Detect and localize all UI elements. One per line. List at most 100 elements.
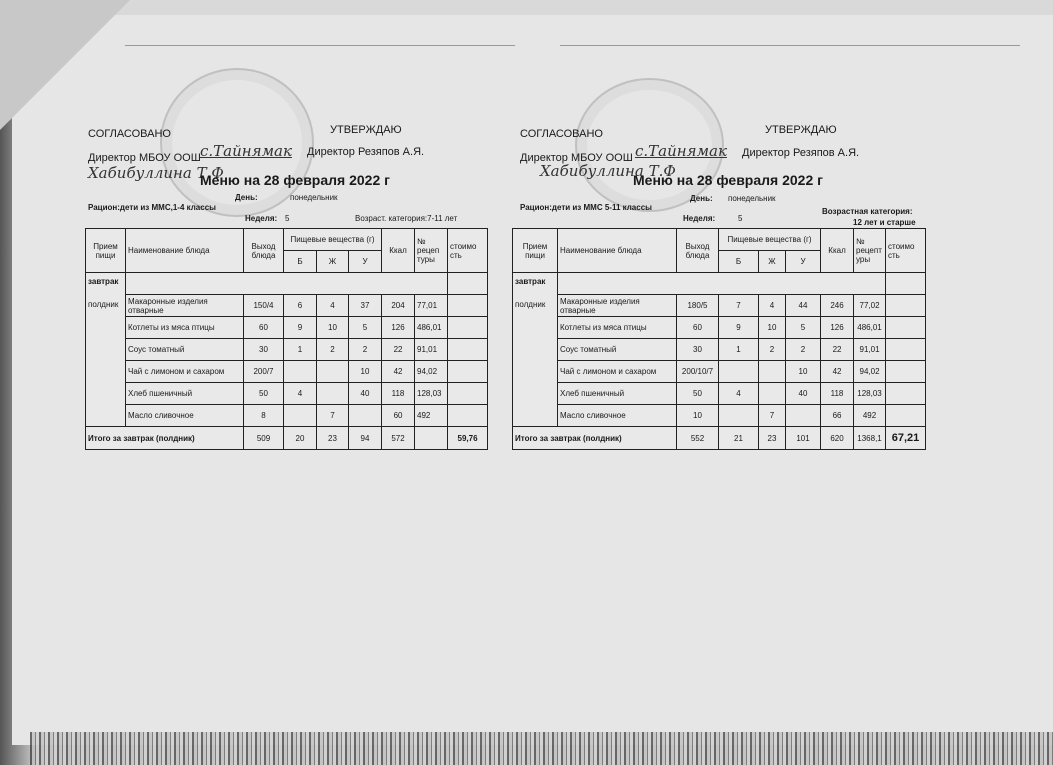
header-row: Прием пищи Наименование блюда Выход блюда П…	[512, 228, 927, 273]
kcal: 60	[381, 404, 416, 427]
protein: 4	[718, 382, 759, 405]
menu-title: Меню на 28 февраля 2022 г	[200, 172, 390, 188]
fat	[316, 382, 349, 405]
agreed-label: СОГЛАСОВАНО	[88, 128, 171, 140]
cost	[885, 338, 927, 361]
recipe-number: 91,01	[414, 338, 449, 361]
header-carbs: У	[347, 250, 383, 273]
carbs: 40	[784, 382, 822, 405]
kcal: 22	[381, 338, 416, 361]
dish-yield: 50	[243, 382, 284, 405]
table-row: Чай с лимоном и сахаром 200/7 10 42 94,02	[86, 360, 489, 383]
cost	[447, 294, 489, 317]
stamp-seal	[575, 78, 724, 212]
total-kcal: 620	[820, 426, 855, 450]
fat: 4	[316, 294, 349, 317]
header-kcal: Ккал	[381, 228, 416, 273]
carbs: 5	[784, 316, 822, 339]
ration-label: Рацион:дети из ММС,1-4 классы	[88, 203, 216, 212]
table-row: Масло сливочное 10 7 66 492	[513, 404, 927, 427]
total-label: Итого за завтрак (полдник)	[85, 426, 244, 450]
carbs	[784, 404, 822, 427]
dish-yield: 60	[243, 316, 284, 339]
top-line	[560, 45, 1020, 46]
total-carbs: 94	[347, 426, 383, 450]
signature: с.Тайнямак	[635, 142, 727, 160]
handwritten-name: Хабибуллина Т.Ф	[540, 162, 676, 180]
dish-name: Хлеб пшеничный	[125, 382, 244, 405]
director-school: Директор МБОУ ООШ	[520, 152, 633, 164]
kcal: 246	[820, 294, 855, 317]
carbs: 5	[347, 316, 383, 339]
recipe-number: 486,01	[414, 316, 449, 339]
header-row: Прием пищи Наименование блюда Выход блюда П…	[85, 228, 489, 273]
cost	[885, 382, 927, 405]
total-row: Итого за завтрак (полдник) 552 21 23 101 620 1…	[512, 426, 927, 450]
dish-yield: 10	[676, 404, 719, 427]
meal-type-cell: завтрак полдник	[85, 272, 126, 427]
dish-yield: 200/7	[243, 360, 284, 383]
meal-type-breakfast: завтрак	[88, 277, 119, 286]
dish-name: Соус томатный	[125, 338, 244, 361]
protein: 1	[718, 338, 759, 361]
protein: 9	[283, 316, 317, 339]
meal-type-row: завтрак полдник	[85, 272, 489, 427]
blank-cell	[124, 272, 449, 295]
carbs: 37	[347, 294, 383, 317]
total-cost: 59,76	[447, 426, 489, 450]
signature: с.Тайнямак	[200, 142, 292, 160]
approve-label: УТВЕРЖДАЮ	[765, 124, 837, 136]
dish-name: Чай с лимоном и сахаром	[125, 360, 244, 383]
meal-type-snack: полдник	[515, 300, 546, 309]
week-label: Неделя:	[683, 214, 716, 223]
table-row: Макаронные изделия отварные 150/4 6 4 37 204 7…	[86, 294, 489, 317]
table-row: Хлеб пшеничный 50 4 40 118 128,03	[513, 382, 927, 405]
kcal: 126	[820, 316, 855, 339]
fat: 10	[316, 316, 349, 339]
cost	[447, 316, 489, 339]
header-yield: Выход блюда	[676, 228, 719, 273]
header-fat: Ж	[316, 250, 349, 273]
dish-name: Макаронные изделия отварные	[557, 294, 677, 317]
table-row: Соус томатный 30 1 2 2 22 91,01	[513, 338, 927, 361]
ration-label: Рацион:дети из ММС 5-11 классы	[520, 203, 652, 212]
week-value: 5	[285, 214, 290, 223]
age-category: Возраст. категория:7-11 лет	[355, 214, 458, 223]
kcal: 42	[381, 360, 416, 383]
dish-name: Масло сливочное	[125, 404, 244, 427]
approve-label: УТВЕРЖДАЮ	[330, 124, 402, 136]
header-protein: Б	[718, 250, 759, 273]
top-line	[125, 45, 515, 46]
handwritten-name: Хабибуллина Т.Ф	[88, 164, 224, 182]
day-label: День:	[235, 193, 258, 202]
director-name: Директор Резяпов А.Я.	[307, 146, 425, 158]
dish-name: Соус томатный	[557, 338, 677, 361]
header-dish: Наименование блюда	[557, 228, 677, 273]
dish-yield: 60	[676, 316, 719, 339]
protein: 9	[718, 316, 759, 339]
carbs: 40	[347, 382, 383, 405]
stamp-seal	[160, 68, 314, 217]
protein: 1	[283, 338, 317, 361]
total-kcal: 572	[381, 426, 416, 450]
dish-name: Котлеты из мяса птицы	[557, 316, 677, 339]
table-row: Чай с лимоном и сахаром 200/10/7 10 42 94,02	[513, 360, 927, 383]
recipe-number: 492	[853, 404, 887, 427]
age-category: Возрастная категория:	[822, 207, 913, 216]
header-cost: стоимо сть	[447, 228, 489, 273]
recipe-number: 128,03	[853, 382, 887, 405]
header-meal: Прием пищи	[512, 228, 558, 273]
age-value: 12 лет и старше	[853, 218, 916, 227]
protein: 7	[718, 294, 759, 317]
recipe-number: 91,01	[853, 338, 887, 361]
fat: 4	[758, 294, 786, 317]
table-row: Котлеты из мяса птицы 60 9 10 5 126 486,01	[513, 316, 927, 339]
dish-name: Чай с лимоном и сахаром	[557, 360, 677, 383]
cost	[447, 404, 489, 427]
header-kcal: Ккал	[820, 228, 855, 273]
scan-noise	[30, 732, 1053, 765]
blank-cell	[556, 272, 887, 295]
cost	[885, 294, 927, 317]
protein	[283, 360, 317, 383]
